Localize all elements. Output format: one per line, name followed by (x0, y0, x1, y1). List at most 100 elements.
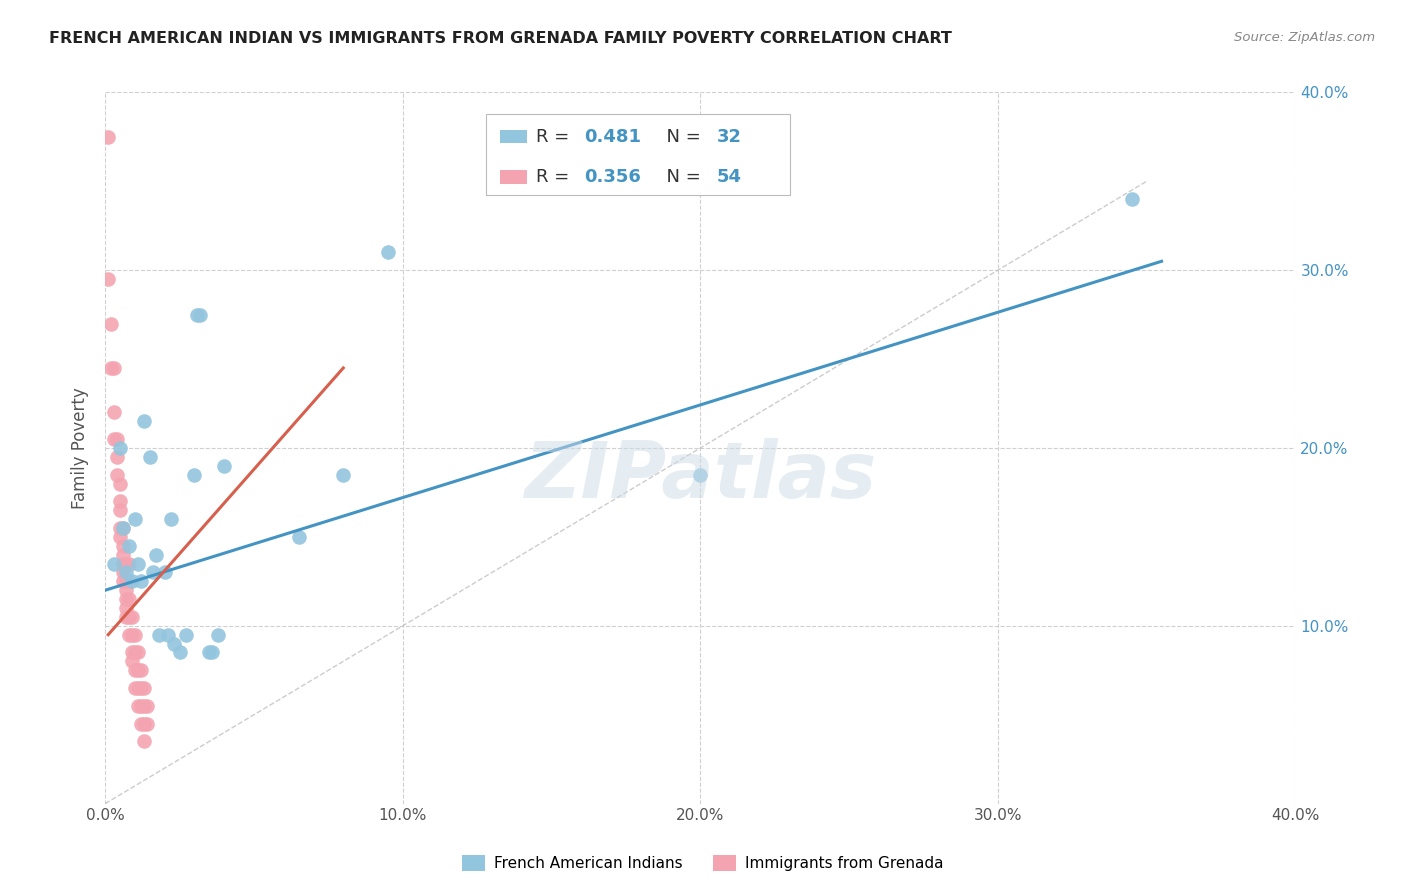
Point (112, 574, 135, 589)
Point (132, 698, 155, 713)
Point (132, 716, 155, 731)
Point (115, 566, 138, 580)
Point (186, 308, 208, 322)
Text: N =: N = (655, 128, 707, 145)
Text: 54: 54 (717, 169, 742, 186)
Point (118, 557, 141, 571)
Point (127, 698, 149, 713)
Point (127, 681, 149, 695)
Point (108, 503, 131, 517)
Point (198, 645, 221, 659)
Point (105, 467, 128, 482)
Point (105, 432, 128, 446)
Point (108, 494, 131, 508)
Point (112, 539, 135, 553)
Point (212, 458, 235, 473)
Point (132, 681, 155, 695)
Point (121, 645, 143, 659)
Point (115, 601, 138, 615)
Point (207, 628, 229, 642)
Point (108, 530, 131, 544)
Text: R =: R = (536, 169, 575, 186)
Point (124, 645, 146, 659)
Point (129, 574, 152, 589)
Point (132, 734, 155, 748)
Point (142, 566, 165, 580)
Point (108, 521, 131, 535)
Point (108, 476, 131, 491)
Point (118, 539, 141, 553)
FancyBboxPatch shape (501, 170, 527, 184)
Text: FRENCH AMERICAN INDIAN VS IMMIGRANTS FROM GRENADA FAMILY POVERTY CORRELATION CHA: FRENCH AMERICAN INDIAN VS IMMIGRANTS FRO… (49, 31, 952, 46)
FancyBboxPatch shape (501, 129, 527, 143)
Point (118, 574, 141, 589)
Point (118, 610, 141, 624)
Y-axis label: Family Poverty: Family Poverty (72, 387, 89, 508)
Point (115, 574, 138, 589)
Point (156, 628, 179, 642)
Point (148, 628, 170, 642)
Point (100, 361, 122, 376)
Point (129, 681, 152, 695)
Point (124, 681, 146, 695)
FancyBboxPatch shape (486, 113, 790, 195)
Text: R =: R = (536, 128, 575, 145)
Point (112, 557, 135, 571)
Text: 0.356: 0.356 (583, 169, 641, 186)
Point (689, 467, 711, 482)
Point (201, 645, 224, 659)
Point (169, 645, 191, 659)
Text: Source: ZipAtlas.com: Source: ZipAtlas.com (1234, 31, 1375, 45)
Point (103, 405, 125, 419)
Point (153, 566, 176, 580)
Point (112, 521, 135, 535)
Point (108, 441, 131, 455)
Point (174, 628, 197, 642)
Point (115, 557, 138, 571)
Point (159, 512, 181, 526)
Point (129, 716, 152, 731)
Point (287, 530, 309, 544)
Point (121, 610, 143, 624)
Point (105, 450, 128, 464)
Point (124, 512, 146, 526)
Point (124, 663, 146, 677)
Point (135, 716, 157, 731)
Point (1121, 192, 1143, 206)
Point (145, 548, 167, 562)
Point (127, 663, 149, 677)
Point (115, 592, 138, 607)
Point (121, 628, 143, 642)
Point (103, 557, 125, 571)
Legend: French American Indians, Immigrants from Grenada: French American Indians, Immigrants from… (456, 849, 950, 877)
Point (183, 467, 205, 482)
Text: 32: 32 (717, 128, 742, 145)
Point (103, 361, 125, 376)
Point (129, 663, 152, 677)
Point (377, 245, 399, 260)
Point (127, 645, 149, 659)
Point (121, 654, 143, 668)
Point (103, 432, 125, 446)
Text: N =: N = (655, 169, 707, 186)
Point (127, 557, 149, 571)
Point (332, 467, 354, 482)
Point (115, 583, 138, 598)
Point (190, 308, 212, 322)
Text: 0.481: 0.481 (583, 128, 641, 145)
Point (112, 566, 135, 580)
Point (163, 637, 186, 651)
Point (112, 521, 135, 535)
Point (100, 317, 122, 331)
Point (118, 592, 141, 607)
Point (129, 698, 152, 713)
Point (139, 450, 162, 464)
Point (112, 548, 135, 562)
Point (115, 610, 138, 624)
Point (135, 698, 157, 713)
Point (118, 628, 141, 642)
Point (132, 414, 155, 428)
Point (124, 628, 146, 642)
Point (97, 272, 120, 286)
Point (97, 129, 120, 144)
